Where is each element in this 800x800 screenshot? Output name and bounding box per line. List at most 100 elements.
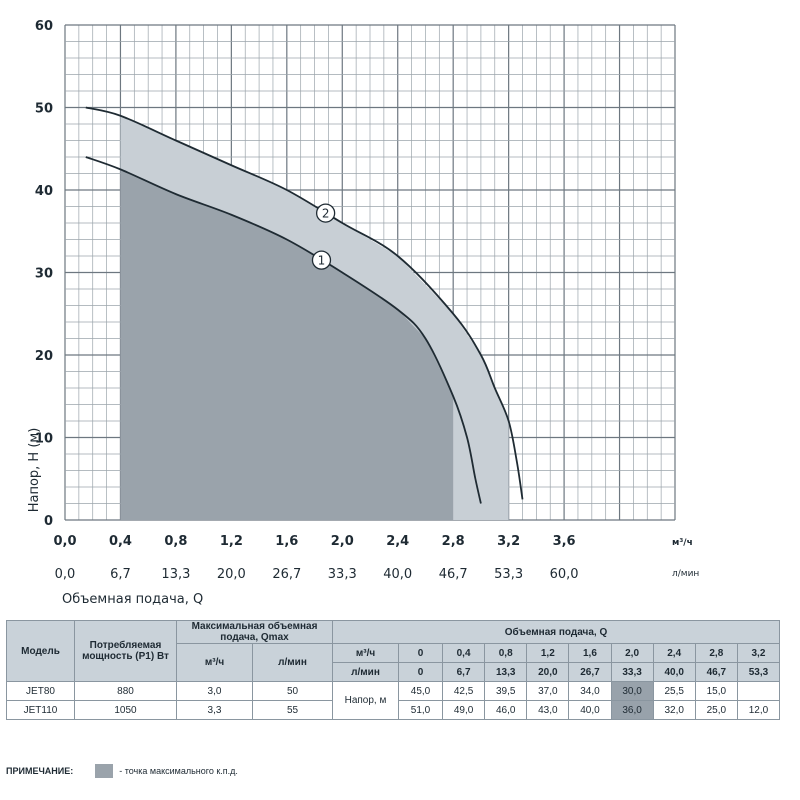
flow-m3h-cell: 0 bbox=[398, 643, 443, 663]
head-cell: 51,0 bbox=[398, 700, 443, 720]
note: ПРИМЕЧАНИЕ: - точка максимального к.п.д. bbox=[6, 762, 238, 780]
x-tick-label-lmin: 53,3 bbox=[494, 567, 523, 582]
x-tick-label-m3h: 0,4 bbox=[109, 534, 132, 549]
flow-m3h-cell: 0,4 bbox=[441, 643, 486, 663]
head-cell: 42,5 bbox=[441, 681, 486, 701]
x-tick-label-m3h: 1,2 bbox=[220, 534, 243, 549]
flow-lmin-cell: 40,0 bbox=[652, 662, 696, 682]
y-tick-label: 60 bbox=[35, 19, 53, 34]
x-tick-label-m3h: 2,8 bbox=[442, 534, 465, 549]
header-model: Модель bbox=[6, 620, 75, 682]
curve-marker bbox=[315, 203, 336, 223]
head-cell bbox=[736, 681, 781, 701]
y-tick-label: 30 bbox=[35, 267, 53, 282]
head-cell: 34,0 bbox=[568, 681, 612, 701]
note-label: ПРИМЕЧАНИЕ: bbox=[6, 766, 74, 776]
head-cell: 45,0 bbox=[398, 681, 443, 701]
flow-m3h-cell: 1,2 bbox=[526, 643, 570, 663]
y-tick-label: 0 bbox=[44, 514, 53, 529]
x-unit-top: м³/ч bbox=[672, 538, 693, 548]
curve-marker bbox=[311, 250, 332, 270]
x-tick-label-lmin: 60,0 bbox=[550, 567, 579, 582]
x-unit-bottom: л/мин bbox=[672, 569, 699, 579]
y-tick-label: 10 bbox=[35, 432, 53, 447]
curve-marker-label: 1 bbox=[318, 254, 326, 268]
head-cell-best-efficiency: 36,0 bbox=[610, 700, 654, 720]
flow-lmin-cell: 46,7 bbox=[694, 662, 738, 682]
header-flow-unit-m3h: м³/ч bbox=[332, 643, 399, 663]
table-header-row-1: Модель Потребляемая мощность (Р1) Вт Мак… bbox=[6, 620, 780, 682]
qmax-lmin-cell: 55 bbox=[252, 700, 333, 720]
pump-curve-2 bbox=[85, 106, 524, 500]
flow-lmin-cell: 6,7 bbox=[441, 662, 486, 682]
x-tick-label-m3h: 0,8 bbox=[164, 534, 187, 549]
flow-lmin-cell: 26,7 bbox=[568, 662, 612, 682]
x-tick-label-m3h: 2,0 bbox=[331, 534, 354, 549]
header-qmax: Максимальная объемная подача, Qmax bbox=[176, 620, 333, 644]
x-tick-label-lmin: 40,0 bbox=[383, 567, 412, 582]
x-tick-label-lmin: 33,3 bbox=[328, 567, 357, 582]
header-flow: Объемная подача, Q bbox=[332, 620, 780, 644]
x-tick-label-m3h: 3,2 bbox=[497, 534, 520, 549]
power-cell: 880 bbox=[74, 681, 177, 701]
flow-lmin-cell: 33,3 bbox=[610, 662, 654, 682]
flow-m3h-cell: 2,4 bbox=[652, 643, 696, 663]
header-qmax-m3h: м³/ч bbox=[176, 643, 253, 682]
head-cell-best-efficiency: 30,0 bbox=[610, 681, 654, 701]
flow-lmin-cell: 13,3 bbox=[484, 662, 528, 682]
head-cell: 46,0 bbox=[484, 700, 528, 720]
x-tick-label-m3h: 1,6 bbox=[275, 534, 298, 549]
x-axis-label: Объемная подача, Q bbox=[62, 592, 203, 607]
flow-m3h-cell: 2,8 bbox=[694, 643, 738, 663]
head-cell: 25,5 bbox=[652, 681, 696, 701]
head-label-cell: Напор, м bbox=[332, 681, 399, 720]
pump-curves: 12 bbox=[85, 106, 524, 504]
head-cell: 39,5 bbox=[484, 681, 528, 701]
qmax-m3h-cell: 3,0 bbox=[176, 681, 253, 701]
header-flow-unit-lmin: л/мин bbox=[332, 662, 399, 682]
flow-lmin-cell: 53,3 bbox=[736, 662, 781, 682]
qmax-lmin-cell: 50 bbox=[252, 681, 333, 701]
x-tick-label-lmin: 26,7 bbox=[272, 567, 301, 582]
efficiency-swatch-icon bbox=[95, 764, 114, 778]
head-cell: 37,0 bbox=[526, 681, 570, 701]
spec-table: Модель Потребляемая мощность (Р1) Вт Мак… bbox=[6, 620, 781, 720]
x-tick-label-lmin: 46,7 bbox=[439, 567, 468, 582]
model-cell: JET80 bbox=[6, 681, 75, 701]
qmax-m3h-cell: 3,3 bbox=[176, 700, 253, 720]
model-cell: JET110 bbox=[6, 700, 75, 720]
x-tick-label-lmin: 0,0 bbox=[55, 567, 76, 582]
y-axis-label: Напор, Н (м) bbox=[27, 428, 42, 513]
y-tick-label: 40 bbox=[35, 184, 53, 199]
head-cell: 25,0 bbox=[694, 700, 738, 720]
table-header-row-3: л/мин 0 6,7 13,3 20,0 26,7 33,3 40,0 46,… bbox=[7, 662, 781, 682]
axis-ticks: 0 10 20 30 40 50 60 0,0 0,0 0,4 6,7 0,8 13,3 1,2 20,0 1… bbox=[35, 19, 579, 582]
head-cell: 40,0 bbox=[568, 700, 612, 720]
header-qmax-lmin: л/мин bbox=[252, 643, 333, 682]
head-cell: 49,0 bbox=[441, 700, 486, 720]
power-cell: 1050 bbox=[74, 700, 177, 720]
x-tick-label-m3h: 0,0 bbox=[53, 534, 76, 549]
spec-table-wrapper: Модель Потребляемая мощность (Р1) Вт Мак… bbox=[6, 620, 781, 720]
head-cell: 32,0 bbox=[652, 700, 696, 720]
y-tick-label: 20 bbox=[35, 349, 53, 364]
pump-curve-chart: 12 01020304050600,00,00,46,70,813,31,220… bbox=[27, 19, 699, 607]
table-row: JET110 1050 3,3 55 51,0 49,0 46,0 43,0 4… bbox=[6, 700, 781, 720]
note-text: - точка максимального к.п.д. bbox=[119, 766, 238, 776]
flow-lmin-cell: 20,0 bbox=[526, 662, 570, 682]
x-tick-label-lmin: 6,7 bbox=[110, 567, 131, 582]
head-cell: 15,0 bbox=[694, 681, 738, 701]
flow-m3h-cell: 0,8 bbox=[484, 643, 528, 663]
flow-m3h-cell: 1,6 bbox=[568, 643, 612, 663]
table-row: JET80 880 3,0 50 Напор, м 45,0 42,5 39,5… bbox=[6, 681, 781, 720]
head-cell: 12,0 bbox=[736, 700, 781, 720]
curve-marker-label: 2 bbox=[322, 207, 330, 221]
head-cell: 43,0 bbox=[526, 700, 570, 720]
pump-curve-1 bbox=[85, 156, 482, 504]
flow-m3h-cell: 3,2 bbox=[736, 643, 781, 663]
x-tick-label-lmin: 20,0 bbox=[217, 567, 246, 582]
x-tick-label-lmin: 13,3 bbox=[161, 567, 190, 582]
x-tick-label-m3h: 3,6 bbox=[553, 534, 576, 549]
header-power: Потребляемая мощность (Р1) Вт bbox=[74, 620, 177, 682]
y-tick-label: 50 bbox=[35, 102, 53, 117]
